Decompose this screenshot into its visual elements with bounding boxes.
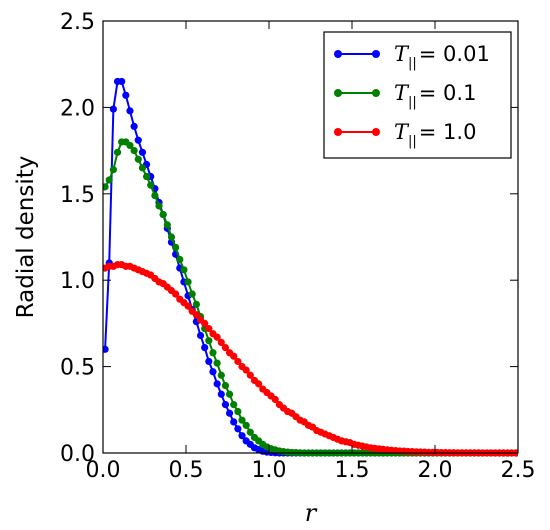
legend-marker [334, 50, 342, 58]
data-point [122, 91, 130, 99]
data-point [221, 401, 230, 409]
data-point [192, 311, 200, 319]
data-point [217, 371, 225, 379]
legend-entry: T||= 0.01 [334, 42, 490, 71]
legend-label: T||= 0.01 [394, 42, 490, 71]
legend-label: T||= 1.0 [394, 120, 476, 149]
data-point [134, 155, 142, 163]
x-tick-label: 1.0 [252, 458, 287, 483]
data-point [184, 278, 192, 286]
data-point [159, 210, 167, 219]
data-point [238, 432, 246, 440]
y-tick-label: 0.0 [60, 442, 95, 467]
x-tick-label: 1.5 [335, 458, 370, 483]
data-point [230, 418, 238, 426]
data-point [230, 401, 238, 409]
data-point [217, 390, 225, 398]
data-point [138, 148, 147, 156]
tick-labels: 0.0 0.5 1.0 1.5 2.0 2.5 0.0 0.5 1.0 1.5 2.0 2.5 [60, 10, 536, 483]
data-point [221, 343, 230, 352]
series-line [104, 140, 516, 454]
data-point [234, 357, 242, 366]
data-point [225, 409, 234, 417]
legend-marker [334, 89, 342, 97]
data-point [130, 122, 138, 131]
data-point [238, 416, 246, 424]
data-point [201, 319, 209, 327]
data-point [147, 181, 155, 189]
data-point [213, 380, 221, 388]
data-point [221, 382, 230, 390]
y-tick-label: 2.0 [60, 96, 95, 121]
data-point [138, 164, 147, 172]
y-tick-label: 0.5 [60, 356, 95, 381]
data-point [213, 333, 221, 341]
data-point [105, 176, 113, 184]
data-point [205, 357, 213, 366]
y-tick-label: 2.5 [60, 10, 95, 35]
legend: T||= 0.01 T||= 0.1 T||= 1.0 [323, 31, 512, 159]
legend-marker [372, 89, 380, 97]
data-point [242, 366, 250, 374]
x-tick-label: 0.5 [169, 458, 204, 483]
series-2 [103, 138, 518, 457]
data-point [246, 371, 254, 379]
y-tick-label: 1.0 [60, 269, 95, 294]
legend-marker [372, 128, 380, 136]
data-point [255, 380, 263, 388]
data-point [172, 243, 180, 251]
data-point [126, 107, 134, 115]
data-point [196, 331, 205, 340]
data-point [271, 395, 279, 404]
x-axis-label: r [305, 499, 318, 527]
x-tick-label: 2.0 [418, 458, 453, 483]
data-point [109, 105, 117, 113]
data-point [142, 172, 151, 181]
axes-frame [102, 20, 519, 454]
data-point [209, 368, 217, 376]
legend-entry: T||= 1.0 [334, 120, 476, 149]
data-point [184, 302, 192, 310]
x-tick-label: 0.0 [86, 458, 121, 483]
data-point [234, 425, 242, 433]
data-point [205, 337, 213, 345]
data-point [246, 428, 254, 436]
legend-label: T||= 0.1 [394, 81, 476, 110]
data-point [151, 191, 159, 200]
data-point [205, 324, 213, 333]
data-point [213, 359, 221, 367]
legend-marker [334, 128, 342, 136]
y-axis-label: Radial density [13, 156, 39, 319]
data-point [242, 421, 250, 429]
data-point [130, 147, 138, 155]
data-point [163, 221, 171, 229]
data-point [118, 77, 126, 86]
data-point [201, 343, 209, 352]
data-point [109, 166, 117, 174]
data-point [180, 266, 188, 274]
data-point [217, 338, 225, 347]
data-point [225, 390, 234, 398]
data-point [113, 148, 122, 156]
data-point [155, 202, 163, 210]
legend-entry: T||= 0.1 [334, 81, 476, 110]
data-point [167, 233, 176, 241]
series-3 [103, 261, 518, 457]
data-point [126, 141, 134, 150]
data-point [103, 345, 109, 353]
data-point [188, 290, 196, 298]
axis-ticks [102, 20, 519, 454]
data-point [134, 136, 142, 144]
x-tick-label: 2.5 [501, 458, 536, 483]
data-point [209, 349, 217, 357]
legend-marker [372, 50, 380, 58]
y-tick-label: 1.5 [60, 183, 95, 208]
data-point [176, 255, 184, 264]
data-point [230, 352, 238, 360]
data-point [172, 290, 180, 298]
data-point [103, 183, 109, 191]
data-point [234, 407, 242, 416]
data-point [192, 300, 200, 308]
